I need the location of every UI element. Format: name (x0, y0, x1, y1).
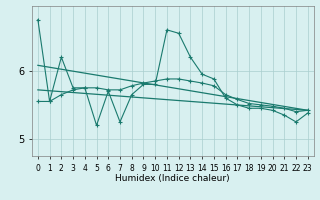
X-axis label: Humidex (Indice chaleur): Humidex (Indice chaleur) (116, 174, 230, 183)
